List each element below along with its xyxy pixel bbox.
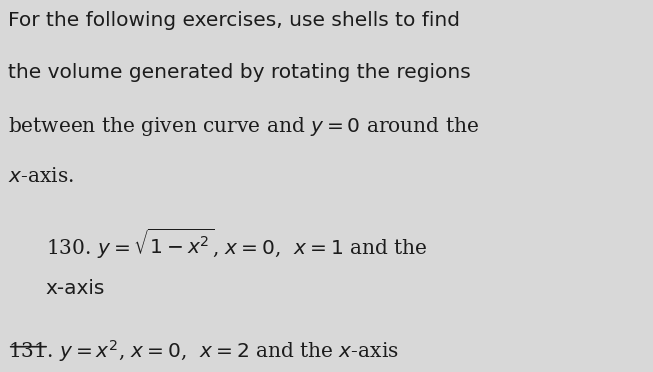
Text: between the given curve and $y = 0$ around the: between the given curve and $y = 0$ arou… (8, 115, 479, 138)
Text: x-axis: x-axis (46, 279, 105, 298)
Text: 131. $y = x^2$, $x = 0$,  $x = 2$ and the $x$-axis: 131. $y = x^2$, $x = 0$, $x = 2$ and the… (8, 339, 398, 365)
Text: 130. $y = \sqrt{1-x^2}$, $x = 0$,  $x = 1$ and the: 130. $y = \sqrt{1-x^2}$, $x = 0$, $x = 1… (46, 227, 427, 261)
Text: $x$-axis.: $x$-axis. (8, 167, 74, 186)
Text: the volume generated by rotating the regions: the volume generated by rotating the reg… (8, 63, 471, 82)
Text: For the following exercises, use shells to find: For the following exercises, use shells … (8, 11, 460, 30)
